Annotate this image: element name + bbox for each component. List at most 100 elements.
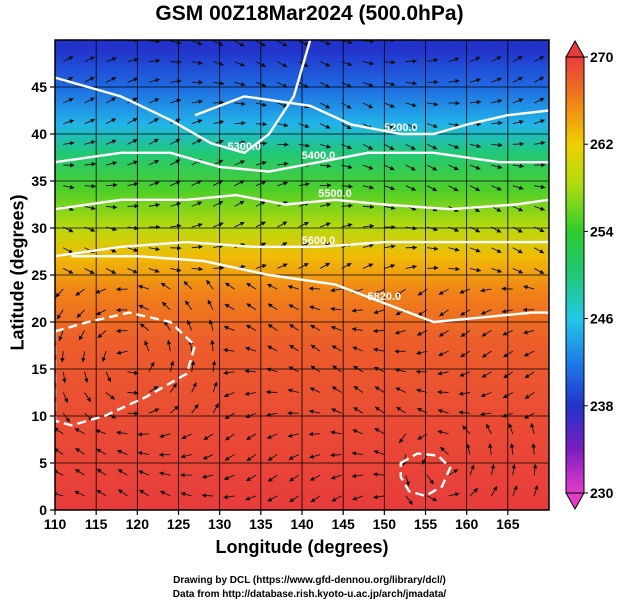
wind-arrow: [384, 205, 396, 210]
wind-arrow: [148, 267, 160, 273]
wind-arrow: [362, 164, 374, 170]
x-tick-label: 150: [373, 516, 397, 532]
wind-arrow: [148, 78, 160, 83]
wind-arrow: [116, 430, 128, 436]
wind-arrow: [288, 454, 299, 460]
wind-arrow: [255, 102, 268, 107]
wind-arrow: [277, 181, 289, 187]
wind-arrow: [127, 57, 139, 63]
wind-arrow: [84, 56, 96, 63]
wind-arrow: [469, 99, 482, 105]
wind-arrow: [267, 283, 278, 290]
wind-arrow: [426, 143, 438, 150]
wind-arrow: [362, 204, 375, 210]
colorbar-max-arrow: [565, 39, 585, 58]
wind-arrow: [245, 412, 257, 418]
wind-arrow: [127, 390, 139, 396]
wind-arrow: [534, 205, 546, 211]
wind-arrow: [95, 309, 107, 316]
wind-arrow: [374, 427, 385, 435]
wind-arrow: [148, 202, 161, 208]
wind-arrow: [331, 495, 342, 502]
wind-arrow: [351, 451, 363, 456]
wind-arrow: [480, 411, 492, 417]
wind-arrow: [330, 325, 342, 331]
wind-arrow: [426, 164, 438, 171]
wind-arrow: [148, 58, 161, 64]
wind-arrow: [330, 452, 342, 458]
wind-arrow: [203, 433, 214, 441]
wind-arrow: [480, 392, 492, 398]
wind-arrow: [384, 185, 396, 191]
contour-label: 5820.0: [368, 291, 402, 303]
wind-arrow: [116, 449, 128, 455]
wind-arrow: [437, 408, 449, 414]
wind-arrow: [225, 282, 235, 290]
wind-arrow: [223, 474, 235, 480]
wind-arrow: [244, 368, 256, 374]
wind-arrow: [144, 340, 150, 352]
wind-arrow: [246, 303, 257, 311]
wind-arrow: [481, 371, 492, 378]
wind-arrow: [267, 474, 278, 482]
wind-arrow: [530, 422, 535, 434]
x-tick-label: 155: [414, 516, 438, 532]
wind-arrow: [481, 350, 492, 358]
wind-arrow: [309, 474, 321, 481]
wind-arrow: [191, 382, 197, 393]
wind-arrow: [512, 76, 524, 83]
wind-arrow: [84, 371, 89, 383]
wind-arrow: [277, 161, 289, 167]
y-tick-label: 5: [39, 455, 47, 471]
wind-arrow: [491, 99, 503, 104]
wind-arrow: [373, 309, 385, 315]
wind-arrow: [116, 328, 128, 334]
x-tick-label: 120: [126, 516, 150, 532]
wind-arrow: [63, 141, 75, 146]
wind-arrow: [181, 433, 192, 440]
wind-arrow: [84, 161, 97, 167]
wind-arrow: [127, 117, 138, 125]
wind-arrow: [63, 119, 75, 125]
wind-arrow: [448, 164, 459, 171]
wind-arrow: [234, 40, 245, 47]
wind-arrow: [191, 266, 204, 272]
wind-arrow: [212, 61, 224, 66]
wind-arrow: [331, 386, 342, 393]
colorbar-min-arrow: [565, 492, 585, 511]
wind-arrow: [213, 81, 225, 86]
wind-arrow: [84, 76, 95, 83]
wind-arrow: [384, 264, 396, 269]
wind-arrow: [170, 267, 182, 273]
wind-arrow: [213, 265, 225, 271]
wind-arrow: [405, 58, 418, 64]
wind-arrow: [512, 247, 523, 254]
wind-arrow: [245, 495, 257, 501]
wind-arrow: [512, 119, 524, 125]
wind-arrow: [319, 123, 331, 129]
y-tick-label: 35: [31, 173, 47, 189]
wind-arrow: [469, 267, 482, 273]
wind-arrow: [212, 119, 225, 125]
y-tick-label: 40: [31, 126, 47, 142]
wind-arrow: [55, 288, 64, 298]
wind-arrow: [105, 204, 118, 210]
wind-arrow: [234, 140, 246, 145]
wind-arrow: [512, 268, 524, 274]
wind-arrow: [127, 77, 139, 83]
wind-arrow: [352, 429, 364, 435]
wind-arrow: [212, 40, 224, 46]
wind-arrow: [84, 140, 96, 145]
wind-arrow: [223, 348, 235, 353]
wind-arrow: [309, 454, 321, 459]
wind-arrow: [448, 266, 460, 272]
wind-arrow: [267, 345, 278, 352]
wind-arrow: [206, 279, 214, 290]
wind-arrow: [532, 463, 538, 476]
wind-arrow: [533, 247, 545, 254]
wind-arrow: [212, 381, 218, 393]
wind-arrow: [533, 484, 539, 497]
wind-arrow: [277, 81, 288, 88]
wind-arrow: [330, 430, 342, 435]
